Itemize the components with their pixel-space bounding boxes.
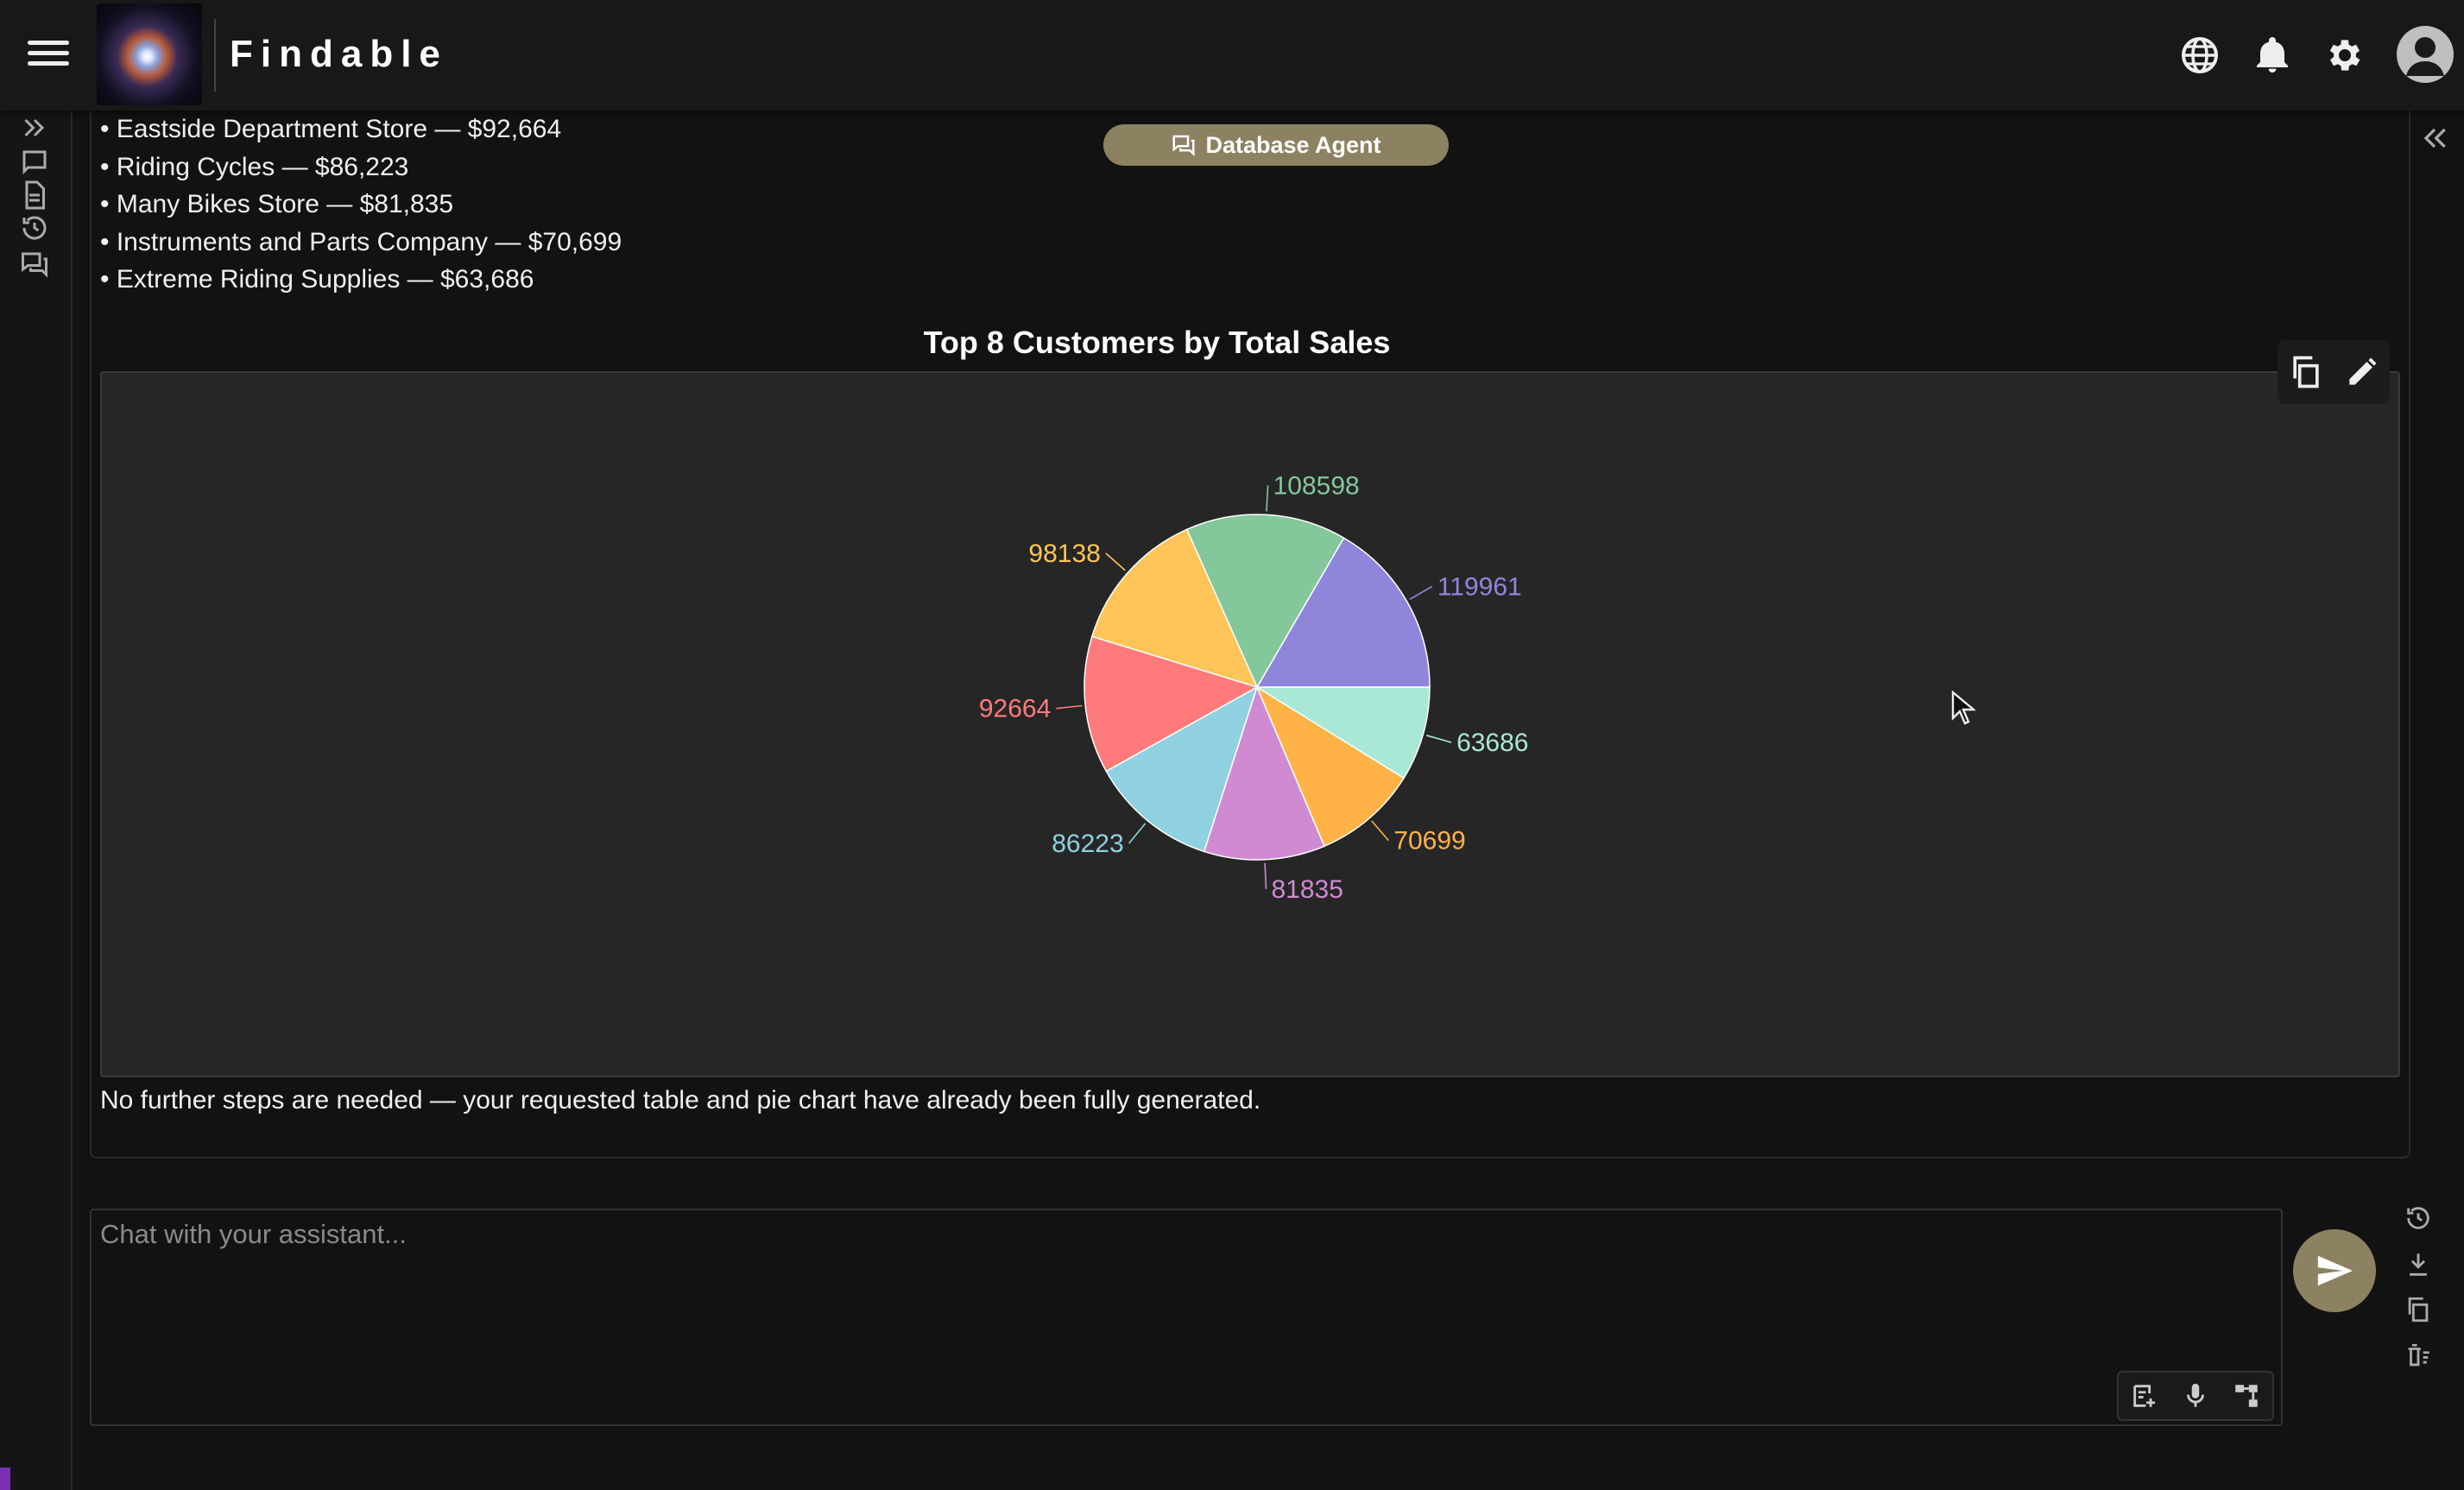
final-message: No further steps are needed — your reque…: [100, 1086, 1261, 1114]
chat-bubble-icon[interactable]: [19, 147, 50, 178]
pie-slice-riding-cycles[interactable]: [1105, 685, 1259, 853]
edit-pencil-icon[interactable]: [2343, 353, 2381, 391]
clear-chat-icon[interactable]: [2404, 1342, 2433, 1371]
data-label: 119961: [1437, 572, 1522, 601]
assistant-message: • Eastside Department Store — $92,664 • …: [90, 110, 2410, 1313]
list-item: • Instruments and Parts Company — $70,69…: [100, 227, 622, 256]
bullet-list: • Eastside Department Store — $92,664 • …: [100, 110, 1136, 299]
window-edge: [0, 1468, 10, 1490]
pie-chart: 119961 108598 98138 92664 86223 81835 70699 636…: [979, 471, 1529, 904]
person-icon: [2406, 37, 2444, 76]
label-leader-line: [1425, 735, 1452, 743]
chart-container: 119961 108598 98138 92664 86223 81835 70699 636…: [100, 371, 2400, 1313]
pie-slice-bulk-discount-store[interactable]: [1090, 528, 1259, 689]
logo-divider: [214, 19, 216, 92]
label-leader-line: [1128, 823, 1147, 844]
forum-icon: [1172, 135, 1195, 157]
download-icon[interactable]: [2404, 1250, 2433, 1279]
settings-gear-icon[interactable]: [2324, 35, 2366, 76]
label-leader-line: [1266, 485, 1269, 512]
chat-input[interactable]: [100, 1219, 2267, 1357]
microphone-icon[interactable]: [2181, 1381, 2210, 1411]
chart-title: Top 8 Customers by Total Sales: [923, 325, 1391, 360]
pie-slice-instruments-and-parts-company[interactable]: [1255, 685, 1406, 848]
list-item: • Riding Cycles — $86,223: [100, 152, 409, 181]
pie-slice-action-bicycle-specialists[interactable]: [1255, 537, 1431, 688]
data-label: 98138: [1028, 540, 1100, 568]
data-label: 86223: [1052, 830, 1123, 858]
list-item: • Extreme Riding Supplies — $63,686: [100, 265, 534, 294]
label-leader-line: [1409, 585, 1433, 600]
brand-name: Findable: [230, 33, 448, 75]
pie-slice-eastside-department-store[interactable]: [1084, 635, 1259, 773]
bell-icon[interactable]: [2252, 35, 2293, 76]
user-avatar[interactable]: [2397, 26, 2454, 83]
copy-icon[interactable]: [2404, 1295, 2433, 1324]
list-item: • Eastside Department Store — $92,664: [100, 115, 562, 143]
history-icon[interactable]: [19, 212, 50, 243]
copy-icon[interactable]: [2287, 353, 2325, 391]
left-rail: [0, 110, 73, 1490]
forum-icon[interactable]: [19, 249, 50, 280]
send-button[interactable]: [2293, 1229, 2376, 1312]
data-label: 92664: [979, 695, 1051, 723]
chat-tools: [2117, 1371, 2274, 1421]
data-label: 63686: [1456, 729, 1528, 757]
history-icon[interactable]: [2404, 1203, 2433, 1233]
attach-note-icon[interactable]: [2130, 1381, 2159, 1411]
mouse-cursor-icon: [1951, 691, 1975, 725]
workflow-tree-icon[interactable]: [2232, 1381, 2261, 1411]
app-logo: [97, 3, 202, 105]
chat-input-box: [90, 1209, 2283, 1426]
chart-actions: [2278, 340, 2390, 404]
send-icon: [2317, 1255, 2353, 1286]
pie-slice-extreme-riding-supplies[interactable]: [1254, 686, 1431, 780]
database-agent-button[interactable]: Database Agent: [1103, 124, 1449, 166]
label-leader-line: [1264, 862, 1267, 889]
label-leader-line: [1371, 820, 1389, 842]
list-item: • Many Bikes Store — $81,835: [100, 190, 454, 218]
pie-slice-metropolitan-bicycle-supply[interactable]: [1185, 514, 1345, 689]
menu-icon[interactable]: [24, 35, 73, 76]
expand-chevrons-icon[interactable]: [19, 112, 50, 143]
collapse-right-panel-icon[interactable]: [2417, 121, 2452, 155]
data-label: 108598: [1273, 471, 1360, 500]
document-icon[interactable]: [19, 180, 50, 211]
label-leader-line: [1056, 704, 1083, 710]
data-label: 81835: [1271, 875, 1343, 904]
app-bar: Findable: [0, 0, 2464, 110]
pie-slice-many-bikes-store[interactable]: [1203, 685, 1326, 861]
globe-icon[interactable]: [2179, 35, 2221, 76]
agent-label: Database Agent: [1205, 131, 1381, 158]
data-label: 70699: [1393, 827, 1465, 855]
label-leader-line: [1105, 552, 1126, 571]
